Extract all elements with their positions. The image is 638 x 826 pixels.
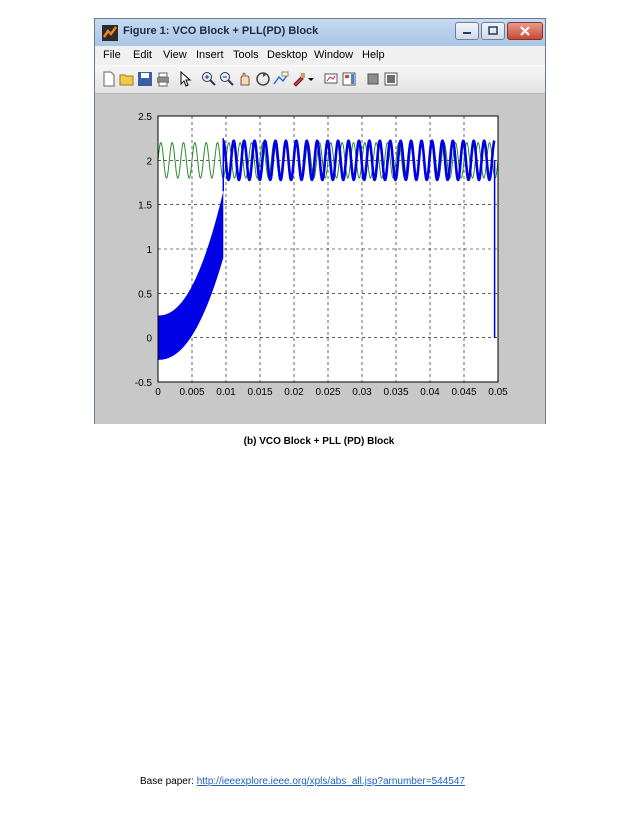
minimize-icon <box>463 32 471 34</box>
zoom-out-icon[interactable] <box>219 71 235 87</box>
footer-label: Base paper: <box>140 776 197 787</box>
x-tick-label: 0.03 <box>352 387 372 398</box>
hide-plot-tools-icon[interactable] <box>365 71 381 87</box>
x-tick-label: 0.005 <box>179 387 204 398</box>
menu-view[interactable]: View <box>163 49 187 61</box>
matlab-icon <box>102 25 118 41</box>
y-tick-label: 2.5 <box>138 112 152 123</box>
menu-tools[interactable]: Tools <box>233 49 259 61</box>
menu-bar: File Edit View Insert Tools Desktop Wind… <box>95 46 545 66</box>
x-tick-label: 0.035 <box>383 387 408 398</box>
open-folder-icon[interactable] <box>119 71 135 87</box>
figure-window: Figure 1: VCO Block + PLL(PD) Block File… <box>94 18 546 424</box>
brush-dropdown-icon[interactable] <box>307 71 315 87</box>
plot-svg: 0 0.005 0.01 0.015 0.02 0.025 0.03 0.035 0.04 0.0… <box>135 112 508 398</box>
series-blue-ramp <box>158 191 224 360</box>
menu-insert[interactable]: Insert <box>196 49 224 61</box>
y-tick-label: 0.5 <box>138 289 152 300</box>
maximize-icon <box>488 26 498 35</box>
show-plot-tools-icon[interactable] <box>383 71 399 87</box>
x-tick-label: 0.01 <box>216 387 236 398</box>
y-tick-label: 1 <box>146 245 152 256</box>
pan-hand-icon[interactable] <box>237 71 253 87</box>
zoom-in-icon[interactable] <box>201 71 217 87</box>
close-icon <box>520 26 530 36</box>
maximize-button[interactable] <box>481 22 505 40</box>
figure-caption: (b) VCO Block + PLL (PD) Block <box>243 436 395 447</box>
data-cursor-icon[interactable] <box>273 71 289 87</box>
x-tick-label: 0.05 <box>488 387 508 398</box>
x-tick-label: 0.04 <box>420 387 440 398</box>
y-tick-label: 1.5 <box>138 201 152 212</box>
x-tick-label: 0.02 <box>284 387 304 398</box>
series-green-line <box>157 141 499 179</box>
print-icon[interactable] <box>155 71 171 87</box>
y-tick-label: 2 <box>146 156 152 167</box>
title-bar[interactable]: Figure 1: VCO Block + PLL(PD) Block <box>95 19 545 47</box>
menu-help[interactable]: Help <box>362 49 385 61</box>
link-plot-icon[interactable] <box>323 71 339 87</box>
menu-desktop[interactable]: Desktop <box>267 49 308 61</box>
edit-plot-arrow-icon[interactable] <box>177 71 193 87</box>
x-tick-label: 0.045 <box>451 387 476 398</box>
menu-window[interactable]: Window <box>314 49 354 61</box>
menu-file[interactable]: File <box>103 49 121 61</box>
y-tick-label: 0 <box>146 334 152 345</box>
save-icon[interactable] <box>137 71 153 87</box>
axes-frame <box>157 115 499 383</box>
brush-icon[interactable] <box>291 71 307 87</box>
paper-link[interactable]: http://ieeexplore.ieee.org/xpls/abs_all.… <box>196 776 465 787</box>
x-tick-label: 0 <box>155 387 161 398</box>
minimize-button[interactable] <box>455 22 479 40</box>
insert-colorbar-icon[interactable] <box>341 71 357 87</box>
rotate-3d-icon[interactable] <box>255 71 271 87</box>
x-tick-label: 0.015 <box>247 387 272 398</box>
x-tick-label: 0.025 <box>315 387 340 398</box>
figure-canvas: 0 0.005 0.01 0.015 0.02 0.025 0.03 0.035 0.04 0.0… <box>95 94 545 424</box>
toolbar <box>95 65 545 94</box>
close-button[interactable] <box>507 22 543 40</box>
window-title: Figure 1: VCO Block + PLL(PD) Block <box>123 25 319 37</box>
footer-text: Base paper: http://ieeexplore.ieee.org/x… <box>140 776 465 787</box>
menu-edit[interactable]: Edit <box>133 49 152 61</box>
new-figure-icon[interactable] <box>101 71 117 87</box>
y-tick-label: -0.5 <box>135 378 153 389</box>
series-blue-sine <box>222 139 496 182</box>
